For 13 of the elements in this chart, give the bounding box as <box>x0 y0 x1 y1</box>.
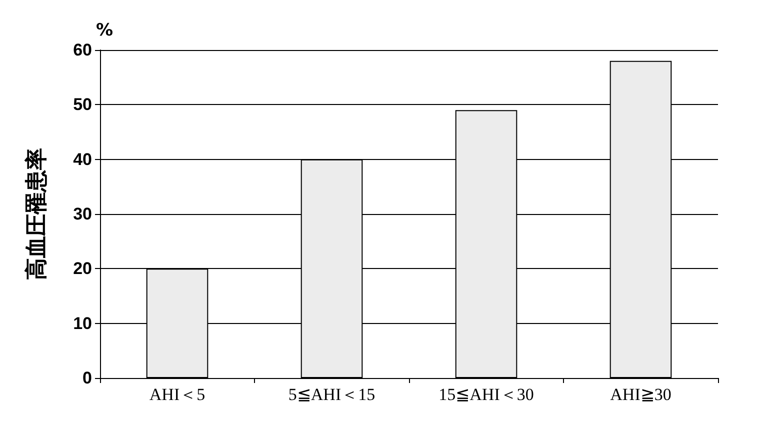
y-tick-label: 60 <box>73 40 92 60</box>
text: % <box>96 20 114 40</box>
x-tick-label: 5≦AHI＜15 <box>288 385 376 404</box>
y-tick-label: 30 <box>73 204 92 224</box>
y-tick-label: 50 <box>73 95 92 114</box>
y-tick-label: 20 <box>73 259 92 278</box>
x-tick-label: 15≦AHI＜30 <box>438 385 534 404</box>
y-axis-title: 高血圧罹患率 <box>24 148 50 280</box>
y-tick-label: 40 <box>73 150 92 169</box>
x-tick-label: AHI≧30 <box>610 385 672 404</box>
y-tick-label: 0 <box>82 368 92 388</box>
x-tick-label: AHI＜5 <box>149 385 206 404</box>
y-tick-label: 10 <box>73 314 92 333</box>
